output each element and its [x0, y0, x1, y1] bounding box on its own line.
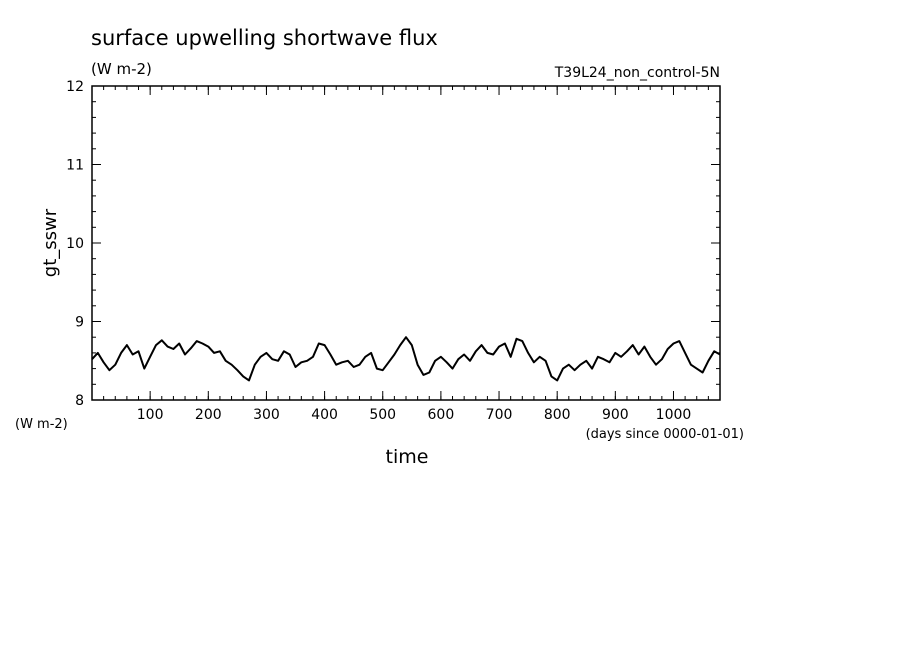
x-tick-label: 100	[137, 407, 164, 423]
y-tick-label: 11	[66, 158, 84, 174]
chart-subtitle-units: (W m-2)	[91, 60, 152, 78]
y-tick-label: 12	[66, 79, 84, 95]
x-units-label: (days since 0000-01-01)	[586, 427, 744, 442]
x-tick-label: 400	[311, 407, 338, 423]
x-tick-label: 300	[253, 407, 280, 423]
y-tick-label: 8	[75, 393, 84, 409]
y-tick-label: 10	[66, 236, 84, 252]
y-tick-labels: 8 9 10 11 12	[66, 79, 84, 409]
x-tick-label: 200	[195, 407, 222, 423]
run-label: T39L24_non_control-5N	[554, 65, 720, 81]
x-tick-label: 800	[544, 407, 571, 423]
series-line	[91, 336, 721, 382]
x-tick-label: 700	[486, 407, 513, 423]
y-axis-label: gt_sswr	[40, 208, 61, 277]
plot-frame	[91, 85, 721, 401]
chart-title: surface upwelling shortwave flux	[91, 26, 438, 50]
x-axis-label: time	[386, 446, 429, 468]
x-tick-label: 900	[602, 407, 629, 423]
y-tick-label: 9	[75, 315, 84, 331]
x-tick-label: 500	[369, 407, 396, 423]
x-tick-label: 1000	[656, 407, 692, 423]
y-units-label: (W m-2)	[15, 417, 68, 432]
x-tick-labels: 100 200 300 400 500 600 700 800 900 1000	[137, 407, 692, 423]
x-tick-label: 600	[428, 407, 455, 423]
